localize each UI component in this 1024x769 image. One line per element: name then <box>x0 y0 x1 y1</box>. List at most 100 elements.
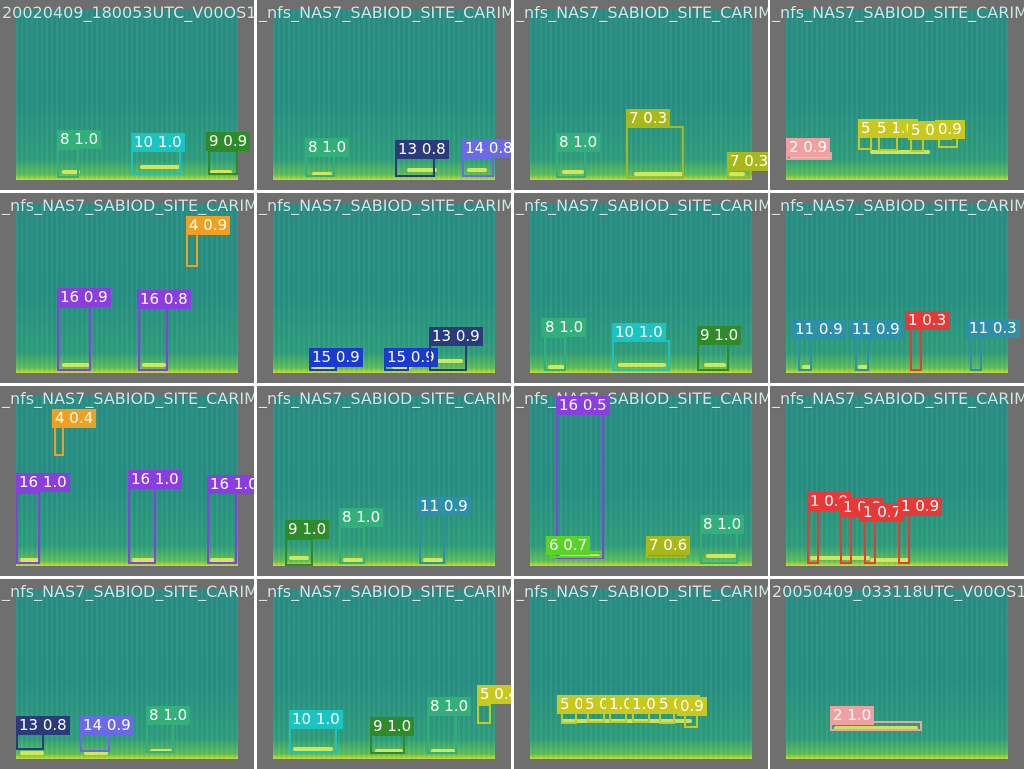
tile-filename: _nfs_NAS7_SABIOD_SITE_CARIMAM_DATA_SABIO… <box>2 389 254 408</box>
detection-box <box>970 333 982 371</box>
detection-label: 8 1.0 <box>556 133 601 152</box>
detection-label: 1 0.9 <box>898 497 943 516</box>
detection-box <box>612 340 670 371</box>
detection-label: 7 0.6 <box>646 536 691 555</box>
detection-label: 10 1.0 <box>289 710 343 729</box>
detection-box <box>798 336 812 371</box>
call-streak <box>210 170 232 174</box>
spectrogram-tile: _nfs_NAS7_SABIOD_SITE_CARIMAM_DATA_SABIO… <box>257 193 511 383</box>
detection-box <box>700 531 738 564</box>
call-streak <box>132 558 156 562</box>
detection-label: 8 1.0 <box>339 508 384 527</box>
call-streak <box>706 554 736 558</box>
detection-label: 2 1.0 <box>830 706 875 725</box>
tile-filename: 20050409_033118UTC_V00OS11 <box>772 582 1024 601</box>
tile-filename: _nfs_NAS7_SABIOD_SITE_CARIMAM_DATA_SABIO… <box>259 196 511 215</box>
tile-filename: _nfs_NAS7_SABIOD_SITE_CARIMAM_DATA_SABIO… <box>516 3 768 22</box>
spectrogram-tile: _nfs_NAS7_SABIOD_SITE_CARIMAM_DATA_SABIO… <box>514 0 768 190</box>
detection-box <box>370 734 405 754</box>
detection-box <box>462 157 494 177</box>
spectrogram-tile: _nfs_NAS7_SABIOD_SITE_CARIMAM_DATA_SABIO… <box>257 386 511 576</box>
spectrogram-image <box>786 589 1008 759</box>
detection-label: 1 0.3 <box>905 311 950 330</box>
call-streak <box>870 558 910 562</box>
call-streak <box>343 558 363 562</box>
detection-box <box>427 714 457 754</box>
detection-box <box>16 492 40 564</box>
detection-box <box>339 526 365 564</box>
spectrogram-image <box>530 589 752 759</box>
call-streak <box>802 365 812 369</box>
detection-label: 16 1.0 <box>16 473 70 492</box>
detection-box <box>138 306 168 371</box>
detection-box <box>146 723 174 753</box>
tile-filename: 20020409_180053UTC_V00OS11_WAV_NS7.jpg <box>2 3 254 22</box>
detection-box <box>208 150 238 175</box>
spectrogram-tile: 20050409_033118UTC_V00OS11 2 1.0 <box>770 579 1024 769</box>
call-streak <box>423 558 443 562</box>
spectrogram-tile: _nfs_NAS7_SABIOD_SITE_CARIMAM_DATA_SABIO… <box>770 0 1024 190</box>
tile-filename: _nfs_NAS7_SABIOD_SITE_CARIMAM_DATA_SABIO… <box>772 389 1024 408</box>
tile-filename: _nfs_NAS7_SABIOD_SITE_CARIMAM_DATA_SABIO… <box>259 389 511 408</box>
detection-box <box>864 520 876 564</box>
detection-label: 9 1.0 <box>697 326 742 345</box>
detection-label: 8 1.0 <box>542 318 587 337</box>
detection-box <box>544 336 566 371</box>
detection-label: 14 0.8 <box>462 139 511 158</box>
detection-label: 5 0.4 <box>477 685 511 704</box>
spectrogram-tile: _nfs_NAS7_SABIOD_SITE_CARIMAM_DATA_SABIO… <box>257 579 511 769</box>
call-streak <box>289 556 309 560</box>
detection-label: 9 1.0 <box>370 717 415 736</box>
detection-box <box>626 126 684 179</box>
detection-box <box>898 514 910 564</box>
detection-label: 11 0.9 <box>417 497 471 516</box>
detection-box <box>429 343 467 371</box>
call-streak <box>84 751 108 755</box>
tile-filename: _nfs_NAS7_SABIOD_SITE_CARIMAM_DATA_SABIO… <box>516 196 768 215</box>
detection-box <box>878 136 898 151</box>
detection-box <box>419 513 445 564</box>
call-streak <box>293 747 333 751</box>
detection-box <box>57 148 79 178</box>
call-streak <box>20 751 44 755</box>
tile-filename: _nfs_NAS7_SABIOD_SITE_CARIMAM_DATA_SABIO… <box>2 196 254 215</box>
call-streak <box>634 172 684 176</box>
detection-label: 8 1.0 <box>700 515 745 534</box>
detection-label: 13 0.9 <box>429 327 483 346</box>
detection-label: 6 0.7 <box>546 536 591 555</box>
detection-label: 10 1.0 <box>612 323 666 342</box>
detection-box <box>128 487 156 564</box>
tile-filename: _nfs_NAS7_SABIOD_SITE_CARIMAM_DATA_SABIO… <box>2 582 254 601</box>
call-streak <box>375 749 403 753</box>
detection-label: 7 0.3 <box>626 109 671 128</box>
call-streak <box>562 170 584 174</box>
detection-box <box>80 732 110 752</box>
spectrogram-tile: 20020409_180053UTC_V00OS11_WAV_NS7.jpg 8 … <box>0 0 254 190</box>
detection-label: 8 1.0 <box>146 706 191 725</box>
detection-label: 1.0 <box>629 695 659 714</box>
detection-label: 11 0.3 <box>966 319 1020 338</box>
spectrogram-image <box>273 10 495 180</box>
call-streak <box>62 170 80 174</box>
call-streak <box>548 365 566 369</box>
detection-box <box>54 426 64 456</box>
detection-label: 1 0.7 <box>860 503 905 522</box>
call-streak <box>704 363 726 367</box>
spectrogram-image <box>786 396 1008 566</box>
detection-label: 13 0.8 <box>16 716 70 735</box>
spectrogram-tile: _nfs_NAS7_SABIOD_SITE_CARIMAM_DATA_SABIO… <box>770 193 1024 383</box>
call-streak <box>618 363 666 367</box>
spectrogram-tile: _nfs_NAS7_SABIOD_SITE_CARIMAM_DATA_SABIO… <box>770 386 1024 576</box>
detection-box <box>57 306 91 371</box>
call-streak <box>834 726 918 730</box>
detection-box <box>305 155 335 177</box>
detection-box <box>477 704 491 724</box>
call-streak <box>142 363 166 367</box>
spectrogram-tile: _nfs_NAS7_SABIOD_SITE_CARIMAM_DATA_SABIO… <box>514 579 768 769</box>
detection-label: 11 0.9 <box>792 320 846 339</box>
spectrogram-tile: _nfs_NAS7_SABIOD_SITE_CARIMAM_DATA_SABIO… <box>257 0 511 190</box>
call-streak <box>562 719 692 723</box>
call-streak <box>312 172 332 176</box>
call-streak <box>431 749 455 753</box>
call-streak <box>210 558 234 562</box>
